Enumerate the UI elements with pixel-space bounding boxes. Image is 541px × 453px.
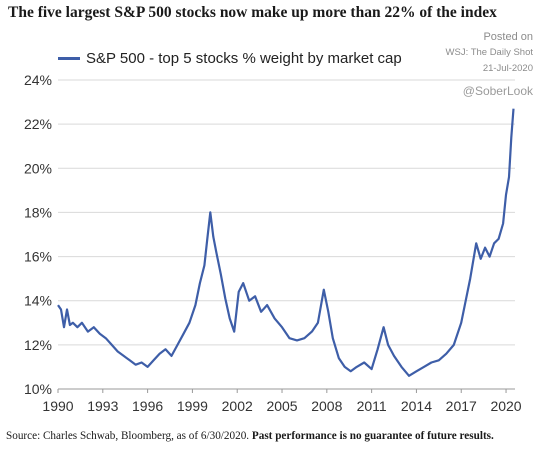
y-tick-label: 18% <box>24 204 52 220</box>
x-tick-label: 2005 <box>266 398 297 414</box>
y-tick-label: 14% <box>24 293 52 309</box>
footer-disclaimer: Past performance is no guarantee of futu… <box>251 430 494 442</box>
footer-source: Source: Charles Schwab, Bloomberg, as of… <box>6 430 250 442</box>
y-tick-label: 10% <box>24 381 52 397</box>
legend-label: S&P 500 - top 5 stocks % weight by marke… <box>86 50 402 67</box>
x-tick-label: 2017 <box>446 398 477 414</box>
x-tick-label: 1993 <box>87 398 118 414</box>
x-tick-label: 1999 <box>177 398 208 414</box>
posted-date: 21-Jul-2020 <box>482 63 533 74</box>
x-axis: 1990 1993 1996 1999 2002 2005 2008 2011 2014 2017… <box>42 389 522 414</box>
x-tick-label: 2002 <box>222 398 253 414</box>
y-tick-label: 12% <box>24 337 52 353</box>
x-tick-label: 1996 <box>132 398 163 414</box>
y-tick-label: 22% <box>24 116 52 132</box>
y-tick-label: 16% <box>24 249 52 265</box>
y-tick-label: 20% <box>24 160 52 176</box>
footer-note: Source: Charles Schwab, Bloomberg, as of… <box>6 430 538 442</box>
source-credit: WSJ: The Daily Shot <box>445 47 533 58</box>
x-tick-label: 1990 <box>42 398 73 414</box>
posted-on-label: Posted on <box>483 31 533 43</box>
twitter-handle: @SoberLook <box>462 84 533 98</box>
x-tick-label: 2008 <box>311 398 342 414</box>
y-axis: 10% 12% 14% 16% 18% 20% 22% 24% <box>24 72 52 397</box>
legend: S&P 500 - top 5 stocks % weight by marke… <box>58 50 402 67</box>
chart-title: The five largest S&P 500 stocks now make… <box>8 4 497 21</box>
x-tick-label: 2011 <box>357 398 387 414</box>
y-tick-label: 24% <box>24 72 52 88</box>
gridlines <box>58 79 515 390</box>
series-line-top5-weight <box>57 108 515 377</box>
legend-swatch <box>58 57 80 60</box>
x-tick-label: 2020 <box>490 398 521 414</box>
x-tick-label: 2014 <box>401 398 432 414</box>
